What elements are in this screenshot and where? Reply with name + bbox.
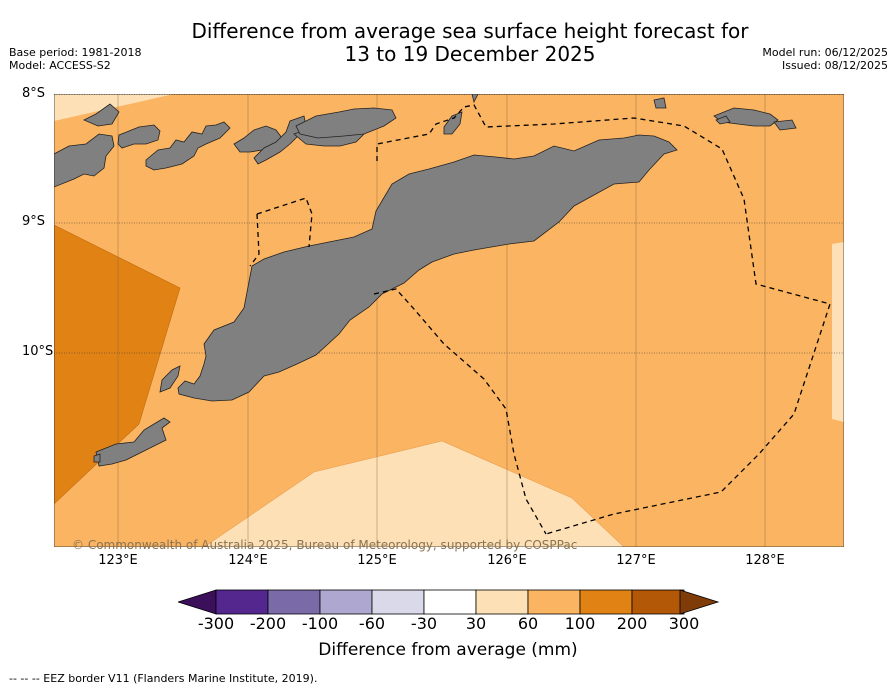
colorbar-arrow-high [679, 589, 720, 615]
lon-label-125e: 125°E [357, 553, 397, 568]
eez-legend-note: -- -- -- EEZ border V11 (Flanders Marine… [9, 672, 318, 685]
wetar-island [295, 107, 397, 139]
small-island-ne [471, 94, 479, 104]
lon-label-123e: 123°E [98, 553, 138, 568]
colorbar-arrow-low [178, 589, 217, 615]
colorbar-tick: 30 [465, 614, 487, 633]
land-masses [54, 94, 797, 467]
lon-label-126e: 126°E [487, 553, 527, 568]
alor-island [54, 133, 115, 188]
colorbar-swatch [631, 589, 685, 615]
map-panel [54, 94, 844, 547]
colorbar-swatch [319, 589, 373, 615]
title-line-2: 13 to 19 December 2025 [344, 42, 596, 66]
islet-a [83, 103, 120, 127]
lon-label-128e: 128°E [745, 553, 785, 568]
colorbar-tick: 60 [517, 614, 539, 633]
colorbar-tick: -100 [301, 614, 339, 633]
issued-date: Issued: 08/12/2025 [781, 59, 888, 72]
anomaly-100-200-region-west [54, 224, 181, 505]
kisar-island [443, 111, 463, 135]
model-name: Model: ACCESS-S2 [9, 59, 111, 72]
colorbar-swatch [371, 589, 425, 615]
lon-label-124e: 124°E [228, 553, 268, 568]
colorbar-swatch [475, 589, 529, 615]
colorbar-swatch [423, 589, 477, 615]
rote-island [95, 417, 171, 467]
semau-island [159, 365, 181, 393]
model-run: Model run: 06/12/2025 [762, 46, 888, 59]
lon-label-127e: 127°E [616, 553, 656, 568]
babar-island [715, 115, 731, 125]
copyright-notice: © Commonwealth of Australia 2025, Bureau… [72, 538, 578, 552]
sermata-island [773, 119, 797, 131]
colorbar-tick: 200 [616, 614, 648, 633]
colorbar [178, 589, 720, 615]
colorbar-tick: -300 [197, 614, 235, 633]
colorbar-swatch [579, 589, 633, 615]
colorbar-label: Difference from average (mm) [318, 640, 578, 660]
colorbar-tick: 100 [564, 614, 596, 633]
eez-border-south [373, 288, 547, 535]
colorbar-tick: 300 [668, 614, 700, 633]
meta-right: Model run: 06/12/2025 Issued: 08/12/2025 [762, 46, 888, 72]
eez-border-west [249, 213, 260, 267]
lembata-island [145, 121, 231, 171]
eez-border-timor-north [376, 104, 831, 535]
colorbar-tick: -60 [358, 614, 386, 633]
lat-label-8s: 8°S [22, 86, 46, 101]
map-title: Difference from average sea surface heig… [120, 20, 820, 66]
colorbar-tick: -200 [249, 614, 287, 633]
lat-label-9s: 9°S [22, 214, 46, 229]
colorbar-boxes [215, 589, 685, 615]
eez-border-oecusse [256, 197, 313, 248]
anomaly-30-60-region-east [832, 242, 844, 422]
title-line-1: Difference from average sea surface heig… [191, 19, 749, 43]
flores-east-island [117, 124, 161, 149]
timor-island [177, 134, 678, 402]
colorbar-tick: -30 [410, 614, 438, 633]
eez-borders [249, 104, 831, 535]
colorbar-swatch [267, 589, 321, 615]
base-period: Base period: 1981-2018 [9, 46, 142, 59]
leti-island [653, 97, 667, 109]
colorbar-swatch [215, 589, 269, 615]
lat-label-10s: 10°S [22, 344, 54, 359]
colorbar-swatch [527, 589, 581, 615]
meta-left: Base period: 1981-2018 Model: ACCESS-S2 [9, 46, 141, 72]
ndao-island [93, 453, 101, 463]
